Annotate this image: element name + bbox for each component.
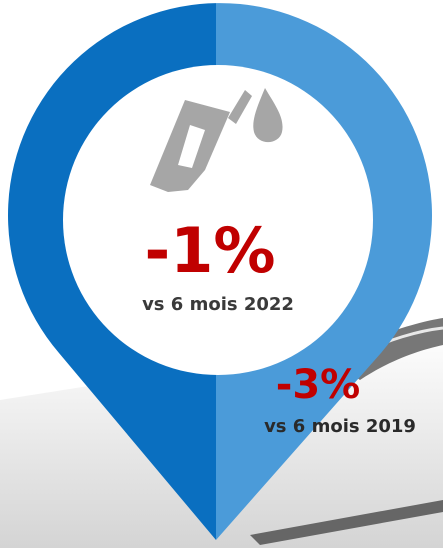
page: -1% vs 6 mois 2022 -3% vs 6 mois 2019 ((… [0,0,443,548]
indicator-value: -3% [276,362,361,408]
indicator-label: vs 6 mois 2019 [264,416,416,437]
infographic: -1% vs 6 mois 2022 -3% vs 6 mois 2019 [0,0,443,548]
indicator-label: vs 6 mois 2022 [142,294,294,315]
indicator-value: -1% [145,214,276,287]
